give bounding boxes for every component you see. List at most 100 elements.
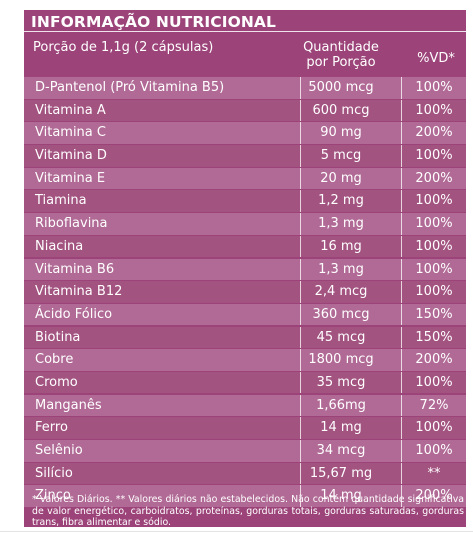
table-row: D-Pantenol (Pró Vitamina B5) 5000 mcg 100% bbox=[24, 77, 466, 99]
nutrient-quantity: 14 mg bbox=[320, 420, 362, 436]
table-header: Porção de 1,1g (2 cápsulas) Quantidade p… bbox=[24, 31, 466, 78]
nutrient-name: Selênio bbox=[35, 443, 83, 458]
column-divider bbox=[300, 326, 301, 349]
nutrient-name: Silício bbox=[35, 465, 73, 481]
column-divider bbox=[300, 235, 301, 258]
nutrient-quantity: 1,66mg bbox=[316, 397, 366, 413]
table-row: Cromo 35 mcg 100% bbox=[24, 371, 466, 394]
column-header-daily-value: %VD* bbox=[417, 51, 455, 66]
serving-size: Porção de 1,1g (2 cápsulas) bbox=[33, 40, 214, 55]
column-divider bbox=[401, 99, 402, 122]
nutrient-daily-value: 100% bbox=[415, 420, 453, 436]
column-divider bbox=[300, 303, 301, 326]
column-divider bbox=[300, 371, 301, 394]
nutrient-name: Vitamina B6 bbox=[35, 261, 115, 277]
column-divider bbox=[401, 440, 402, 462]
column-divider bbox=[401, 190, 402, 212]
column-divider bbox=[401, 122, 402, 144]
nutrient-daily-value: 100% bbox=[415, 284, 453, 300]
nutrient-quantity: 5 mcg bbox=[320, 148, 362, 164]
nutrient-daily-value: ** bbox=[427, 465, 441, 481]
nutrient-name: Vitamina B12 bbox=[35, 284, 123, 300]
nutrient-quantity: 14 mg bbox=[320, 488, 362, 504]
table-title: INFORMAÇÃO NUTRICIONAL bbox=[31, 13, 277, 31]
table-row: Vitamina B6 1,3 mg 100% bbox=[24, 258, 466, 280]
nutrient-name: Tiamina bbox=[35, 193, 87, 209]
nutrient-name: D-Pantenol (Pró Vitamina B5) bbox=[35, 80, 225, 95]
column-divider bbox=[401, 213, 402, 235]
nutrient-daily-value: 100% bbox=[415, 374, 453, 390]
nutrient-name: Ácido Fólico bbox=[35, 306, 113, 322]
table-row: Vitamina D 5 mcg 100% bbox=[24, 145, 466, 167]
nutrient-rows: D-Pantenol (Pró Vitamina B5) 5000 mcg 100%… bbox=[24, 77, 466, 508]
column-divider bbox=[401, 462, 402, 485]
nutrient-daily-value: 100% bbox=[415, 148, 453, 164]
column-divider bbox=[401, 258, 402, 280]
nutrient-quantity: 360 mcg bbox=[312, 306, 370, 322]
nutrient-daily-value: 100% bbox=[415, 80, 453, 95]
table-row: Vitamina A 600 mcg 100% bbox=[24, 99, 466, 122]
table-row: Ferro 14 mg 100% bbox=[24, 417, 466, 439]
column-divider bbox=[300, 440, 301, 462]
column-header-quantity-line2: por Porção bbox=[306, 55, 376, 70]
column-divider bbox=[300, 213, 301, 235]
nutrient-quantity: 20 mg bbox=[320, 170, 362, 186]
table-row: Selênio 34 mcg 100% bbox=[24, 440, 466, 462]
table-row: Manganês 1,66mg 72% bbox=[24, 394, 466, 417]
nutrient-daily-value: 100% bbox=[415, 193, 453, 209]
nutrient-daily-value: 200% bbox=[415, 488, 453, 504]
column-divider bbox=[401, 303, 402, 326]
column-divider bbox=[300, 417, 301, 439]
table-row: Vitamina B12 2,4 mcg 100% bbox=[24, 281, 466, 303]
nutrient-daily-value: 100% bbox=[415, 238, 453, 254]
nutrient-quantity: 600 mcg bbox=[312, 102, 370, 118]
table-row: Silício 15,67 mg ** bbox=[24, 462, 466, 485]
nutrient-daily-value: 200% bbox=[415, 352, 453, 368]
nutrient-name: Biotina bbox=[35, 329, 81, 345]
table-row: Tiamina 1,2 mg 100% bbox=[24, 190, 466, 212]
column-divider bbox=[300, 258, 301, 280]
column-divider bbox=[401, 417, 402, 439]
nutrition-facts-label: INFORMAÇÃO NUTRICIONAL Porção de 1,1g (2… bbox=[24, 10, 466, 527]
table-row: Cobre 1800 mcg 200% bbox=[24, 349, 466, 371]
nutrient-name: Vitamina C bbox=[35, 125, 106, 141]
nutrient-daily-value: 200% bbox=[415, 125, 453, 141]
column-header-quantity-line1: Quantidade bbox=[303, 40, 379, 55]
table-row: Vitamina E 20 mg 200% bbox=[24, 167, 466, 190]
column-divider bbox=[401, 349, 402, 371]
column-divider bbox=[300, 462, 301, 485]
column-divider bbox=[300, 167, 301, 190]
nutrient-name: Cromo bbox=[35, 374, 78, 390]
nutrient-quantity: 45 mcg bbox=[316, 329, 366, 345]
nutrient-name: Vitamina A bbox=[35, 102, 106, 118]
column-divider bbox=[300, 394, 301, 417]
nutrient-quantity: 1,3 mg bbox=[318, 216, 364, 232]
nutrient-quantity: 2,4 mcg bbox=[314, 284, 368, 300]
column-divider bbox=[401, 485, 402, 507]
nutrient-daily-value: 100% bbox=[415, 216, 453, 232]
column-divider bbox=[300, 122, 301, 144]
nutrient-daily-value: 150% bbox=[415, 329, 453, 345]
nutrient-name: Riboflavina bbox=[35, 216, 108, 232]
column-divider bbox=[300, 281, 301, 303]
nutrient-quantity: 1,2 mg bbox=[318, 193, 364, 209]
nutrient-daily-value: 72% bbox=[419, 397, 449, 413]
column-divider bbox=[300, 485, 301, 507]
column-divider bbox=[401, 167, 402, 190]
nutrient-daily-value: 100% bbox=[415, 443, 453, 458]
nutrient-name: Vitamina D bbox=[35, 148, 107, 164]
nutrient-daily-value: 200% bbox=[415, 170, 453, 186]
nutrient-quantity: 34 mcg bbox=[316, 443, 366, 458]
table-row: Biotina 45 mcg 150% bbox=[24, 326, 466, 349]
nutrient-name: Zinco bbox=[35, 488, 71, 504]
nutrient-name: Niacina bbox=[35, 238, 84, 254]
column-divider bbox=[401, 394, 402, 417]
table-row: Niacina 16 mg 100% bbox=[24, 235, 466, 258]
column-divider bbox=[401, 371, 402, 394]
table-row: Vitamina C 90 mg 200% bbox=[24, 122, 466, 144]
nutrient-quantity: 5000 mcg bbox=[308, 80, 374, 95]
nutrient-name: Ferro bbox=[35, 420, 68, 436]
nutrient-name: Cobre bbox=[35, 352, 74, 368]
nutrient-daily-value: 100% bbox=[415, 102, 453, 118]
